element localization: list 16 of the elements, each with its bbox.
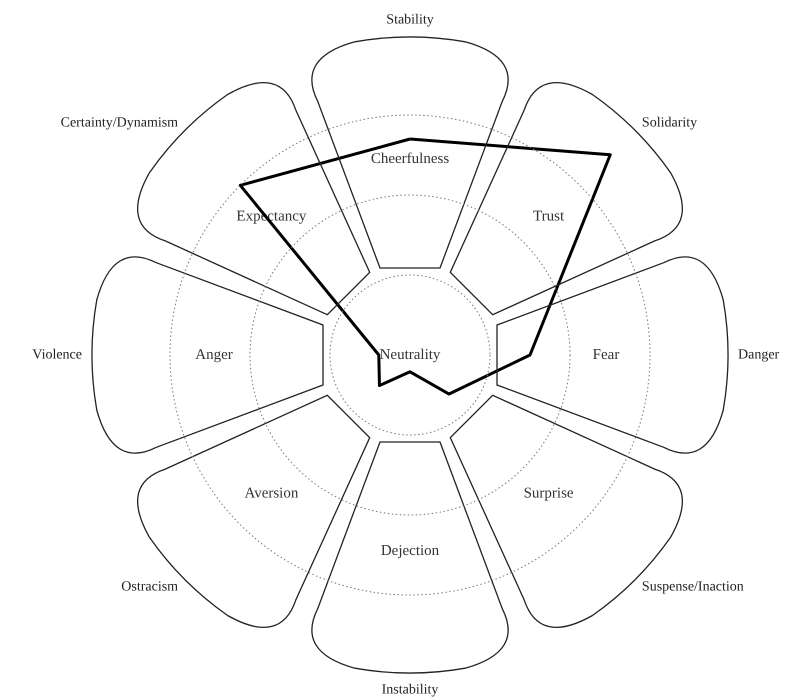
spoke-label: Danger <box>738 348 780 362</box>
spoke-label: Violence <box>32 348 82 362</box>
spoke-label: Solidarity <box>642 116 698 131</box>
text: Anger <box>195 347 233 363</box>
text: Surprise <box>524 486 574 502</box>
spoke-label: Ostracism <box>121 579 178 594</box>
spoke-label: Suspense/Inaction <box>642 579 744 594</box>
spoke-label: Certainty/Dynamism <box>60 116 178 131</box>
text: Trust <box>533 208 565 224</box>
text: Aversion <box>244 486 299 502</box>
text: Neutrality <box>380 347 441 363</box>
text: Dejection <box>380 543 440 559</box>
text: Fear <box>592 347 620 363</box>
text: Cheerfulness <box>370 151 450 167</box>
spoke-label: Stability <box>386 12 434 28</box>
spoke-label: Instability <box>382 682 438 698</box>
